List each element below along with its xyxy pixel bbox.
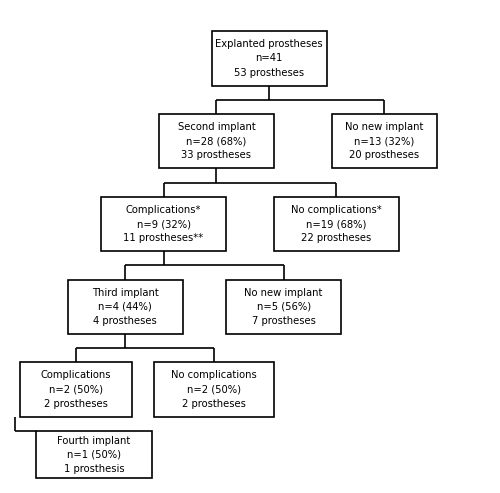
Text: n=4 (44%): n=4 (44%) — [98, 302, 152, 312]
Text: Complications: Complications — [40, 370, 111, 381]
Text: Fourth implant: Fourth implant — [58, 435, 130, 446]
FancyBboxPatch shape — [274, 197, 399, 251]
Text: No complications*: No complications* — [291, 205, 382, 215]
FancyBboxPatch shape — [20, 362, 132, 417]
Text: 4 prostheses: 4 prostheses — [94, 316, 157, 326]
FancyBboxPatch shape — [101, 197, 226, 251]
Text: 53 prostheses: 53 prostheses — [234, 68, 304, 77]
Text: Explanted prostheses: Explanted prostheses — [216, 39, 323, 49]
Text: 2 prostheses: 2 prostheses — [44, 399, 108, 409]
Text: 2 prostheses: 2 prostheses — [182, 399, 246, 409]
Text: n=2 (50%): n=2 (50%) — [49, 385, 103, 395]
Text: n=13 (32%): n=13 (32%) — [354, 136, 414, 146]
Text: n=9 (32%): n=9 (32%) — [136, 219, 190, 229]
Text: No new implant: No new implant — [244, 287, 323, 298]
Text: n=5 (56%): n=5 (56%) — [256, 302, 310, 312]
FancyBboxPatch shape — [332, 114, 437, 169]
Text: n=2 (50%): n=2 (50%) — [187, 385, 241, 395]
Text: n=19 (68%): n=19 (68%) — [306, 219, 366, 229]
FancyBboxPatch shape — [159, 114, 274, 169]
Text: 33 prostheses: 33 prostheses — [182, 150, 252, 160]
Text: Third implant: Third implant — [92, 287, 158, 298]
Text: 20 prostheses: 20 prostheses — [350, 150, 420, 160]
Text: n=28 (68%): n=28 (68%) — [186, 136, 246, 146]
FancyBboxPatch shape — [212, 31, 327, 86]
Text: 22 prostheses: 22 prostheses — [302, 233, 372, 243]
Text: No new implant: No new implant — [345, 122, 424, 132]
Text: 7 prostheses: 7 prostheses — [252, 316, 316, 326]
Text: 1 prosthesis: 1 prosthesis — [64, 464, 124, 474]
Text: n=1 (50%): n=1 (50%) — [67, 450, 121, 460]
Text: No complications: No complications — [171, 370, 257, 381]
Text: Complications*: Complications* — [126, 205, 202, 215]
Text: n=41: n=41 — [256, 53, 283, 64]
FancyBboxPatch shape — [154, 362, 274, 417]
FancyBboxPatch shape — [36, 431, 152, 478]
Text: 11 prostheses**: 11 prostheses** — [124, 233, 204, 243]
FancyBboxPatch shape — [226, 280, 341, 334]
FancyBboxPatch shape — [68, 280, 183, 334]
Text: Second implant: Second implant — [178, 122, 256, 132]
